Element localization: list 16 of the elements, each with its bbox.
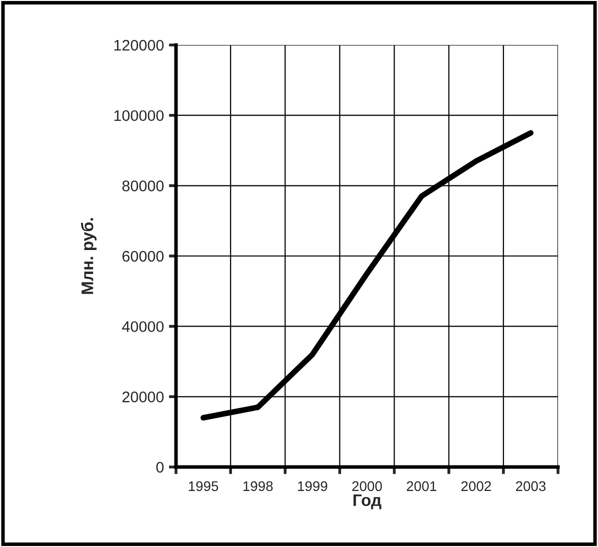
- x-axis-title: Год: [354, 494, 382, 510]
- y-tick-label: 60000: [122, 250, 164, 262]
- x-tick-label: 2001: [406, 481, 436, 492]
- y-tick-label: 80000: [122, 180, 164, 192]
- y-tick-label: 20000: [122, 392, 164, 402]
- y-tick-label: 120000: [114, 40, 164, 51]
- x-tick-label: 1995: [188, 481, 218, 492]
- y-tick-label: 100000: [114, 110, 164, 122]
- y-tick-label: 40000: [122, 321, 164, 332]
- x-tick-label: 2003: [516, 481, 546, 492]
- x-tick-label: 1998: [243, 481, 273, 492]
- x-tick-label: 2000: [352, 481, 382, 492]
- y-axis-title: Млн. руб.: [80, 218, 97, 294]
- y-tick-label: 0: [156, 462, 164, 473]
- x-tick-label: 2002: [461, 481, 491, 492]
- x-tick-label: 1999: [298, 481, 328, 492]
